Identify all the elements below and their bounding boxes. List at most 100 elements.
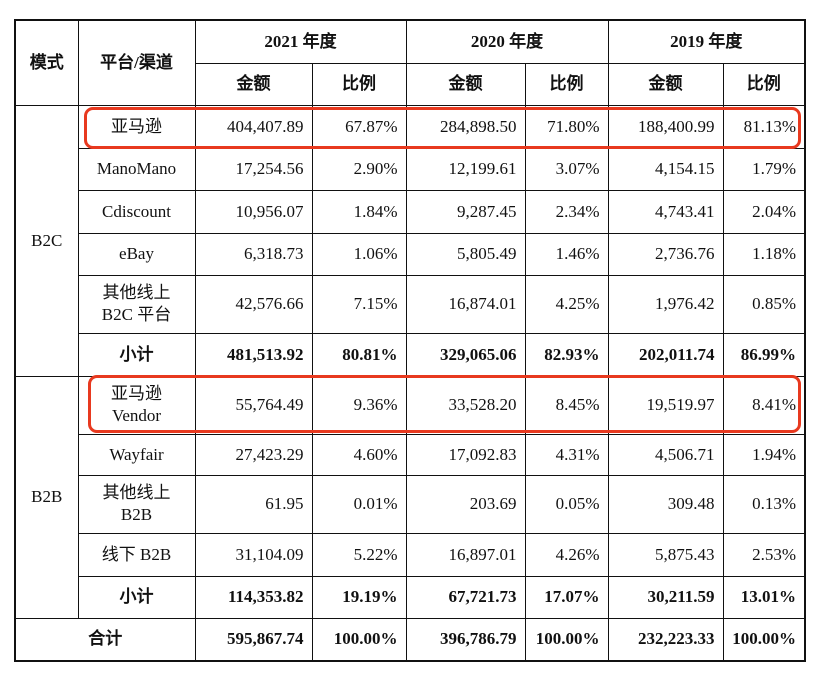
ratio-cell: 86.99%	[722, 332, 806, 377]
platform-name-line1: 其他线上	[102, 483, 171, 502]
ratio-cell: 0.85%	[722, 274, 806, 334]
ratio-cell: 1.79%	[722, 147, 806, 191]
highlight-box-amazon-vendor	[88, 375, 801, 433]
ratio-cell: 8.41%	[722, 375, 806, 435]
header-platform: 平台/渠道	[77, 19, 196, 106]
ratio-cell: 19.19%	[311, 575, 407, 619]
ratio-cell: 4.25%	[524, 274, 609, 334]
ratio-cell: 4.31%	[524, 433, 609, 476]
amount-cell: 2,736.76	[607, 232, 724, 276]
ratio-cell: 9.36%	[311, 375, 407, 435]
amount-cell: 4,506.71	[607, 433, 724, 476]
table-row: eBay 6,318.73 1.06% 5,805.49 1.46% 2,736…	[15, 232, 806, 276]
ratio-cell: 4.26%	[524, 532, 609, 577]
amount-cell: 1,976.42	[607, 274, 724, 334]
ratio-cell: 4.60%	[311, 433, 407, 476]
header-amount: 金额	[607, 62, 724, 106]
amount-cell: 6,318.73	[194, 232, 313, 276]
ratio-cell: 1.46%	[524, 232, 609, 276]
ratio-cell: 2.34%	[524, 189, 609, 234]
subtotal-row-b2b: 小计 114,353.82 19.19% 67,721.73 17.07% 30…	[15, 575, 806, 619]
amount-cell: 481,513.92	[194, 332, 313, 377]
amount-cell: 202,011.74	[607, 332, 724, 377]
ratio-cell: 0.01%	[311, 474, 407, 534]
amount-cell: 595,867.74	[194, 617, 313, 662]
platform-name: 线下 B2B	[77, 532, 196, 577]
amount-cell: 61.95	[194, 474, 313, 534]
amount-cell: 203.69	[405, 474, 526, 534]
platform-name: 亚马逊	[77, 104, 196, 149]
header-year-2019: 2019 年度	[607, 19, 806, 64]
ratio-cell: 3.07%	[524, 147, 609, 191]
amount-cell: 188,400.99	[607, 104, 724, 149]
ratio-cell: 100.00%	[311, 617, 407, 662]
total-label: 合计	[14, 617, 196, 662]
table-row: Wayfair 27,423.29 4.60% 17,092.83 4.31% …	[15, 433, 806, 476]
platform-name: 其他线上 B2C 平台	[77, 274, 196, 334]
total-row: 合计 595,867.74 100.00% 396,786.79 100.00%…	[14, 617, 806, 662]
amount-cell: 9,287.45	[405, 189, 526, 234]
subtotal-row-b2c: 小计 481,513.92 80.81% 329,065.06 82.93% 2…	[15, 332, 806, 377]
amount-cell: 16,897.01	[405, 532, 526, 577]
header-year-2021: 2021 年度	[194, 19, 407, 64]
ratio-cell: 2.90%	[311, 147, 407, 191]
ratio-cell: 1.06%	[311, 232, 407, 276]
mode-b2c: B2C	[14, 104, 79, 377]
amount-cell: 4,154.15	[607, 147, 724, 191]
amount-cell: 5,875.43	[607, 532, 724, 577]
platform-name-line2: B2C 平台	[101, 305, 172, 324]
platform-name-line1: 其他线上	[102, 283, 171, 302]
ratio-cell: 8.45%	[524, 375, 609, 435]
amount-cell: 55,764.49	[194, 375, 313, 435]
platform-name: Cdiscount	[77, 189, 196, 234]
header-row-columns: 金额 比例 金额 比例 金额 比例	[15, 62, 806, 106]
amount-cell: 31,104.09	[194, 532, 313, 577]
ratio-cell: 100.00%	[524, 617, 609, 662]
table-row: B2C 亚马逊 404,407.89 67.87% 284,898.50 71.…	[14, 104, 806, 377]
subtotal-label: 小计	[77, 332, 196, 377]
ratio-cell: 80.81%	[311, 332, 407, 377]
ratio-cell: 1.94%	[722, 433, 806, 476]
amount-cell: 114,353.82	[194, 575, 313, 619]
ratio-cell: 17.07%	[524, 575, 609, 619]
header-ratio: 比例	[311, 62, 407, 106]
revenue-by-channel-table: 模式 平台/渠道 2021 年度 2020 年度 2019 年度 金额 比例 金…	[14, 19, 806, 662]
ratio-cell: 1.84%	[311, 189, 407, 234]
table-row: ManoMano 17,254.56 2.90% 12,199.61 3.07%…	[15, 147, 806, 191]
platform-name-line2: Vendor	[111, 406, 162, 425]
amount-cell: 30,211.59	[607, 575, 724, 619]
platform-name-line1: 亚马逊	[111, 384, 162, 403]
ratio-cell: 13.01%	[722, 575, 806, 619]
platform-name: 亚马逊 Vendor	[77, 375, 196, 435]
amount-cell: 309.48	[607, 474, 724, 534]
ratio-cell: 67.87%	[311, 104, 407, 149]
amount-cell: 16,874.01	[405, 274, 526, 334]
revenue-by-channel-table-wrapper: 模式 平台/渠道 2021 年度 2020 年度 2019 年度 金额 比例 金…	[14, 19, 806, 662]
amount-cell: 42,576.66	[194, 274, 313, 334]
amount-cell: 10,956.07	[194, 189, 313, 234]
amount-cell: 17,254.56	[194, 147, 313, 191]
highlight-box-amazon-b2c	[84, 107, 801, 149]
ratio-cell: 2.53%	[722, 532, 806, 577]
header-amount: 金额	[405, 62, 526, 106]
header-amount: 金额	[194, 62, 313, 106]
ratio-cell: 81.13%	[722, 104, 806, 149]
header-mode: 模式	[14, 19, 79, 106]
table-row: 其他线上 B2C 平台 42,576.66 7.15% 16,874.01 4.2…	[15, 274, 806, 334]
ratio-cell: 0.13%	[722, 474, 806, 534]
table-row: Cdiscount 10,956.07 1.84% 9,287.45 2.34%…	[15, 189, 806, 234]
mode-b2b: B2B	[14, 375, 79, 619]
amount-cell: 5,805.49	[405, 232, 526, 276]
header-ratio: 比例	[722, 62, 806, 106]
amount-cell: 396,786.79	[405, 617, 526, 662]
header-row-years: 模式 平台/渠道 2021 年度 2020 年度 2019 年度	[14, 19, 806, 106]
platform-name: eBay	[77, 232, 196, 276]
platform-name: Wayfair	[77, 433, 196, 476]
amount-cell: 404,407.89	[194, 104, 313, 149]
amount-cell: 232,223.33	[607, 617, 724, 662]
table-row: 线下 B2B 31,104.09 5.22% 16,897.01 4.26% 5…	[15, 532, 806, 577]
header-year-2020: 2020 年度	[405, 19, 609, 64]
amount-cell: 27,423.29	[194, 433, 313, 476]
header-ratio: 比例	[524, 62, 609, 106]
table-row: 其他线上 B2B 61.95 0.01% 203.69 0.05% 309.48 …	[15, 474, 806, 534]
